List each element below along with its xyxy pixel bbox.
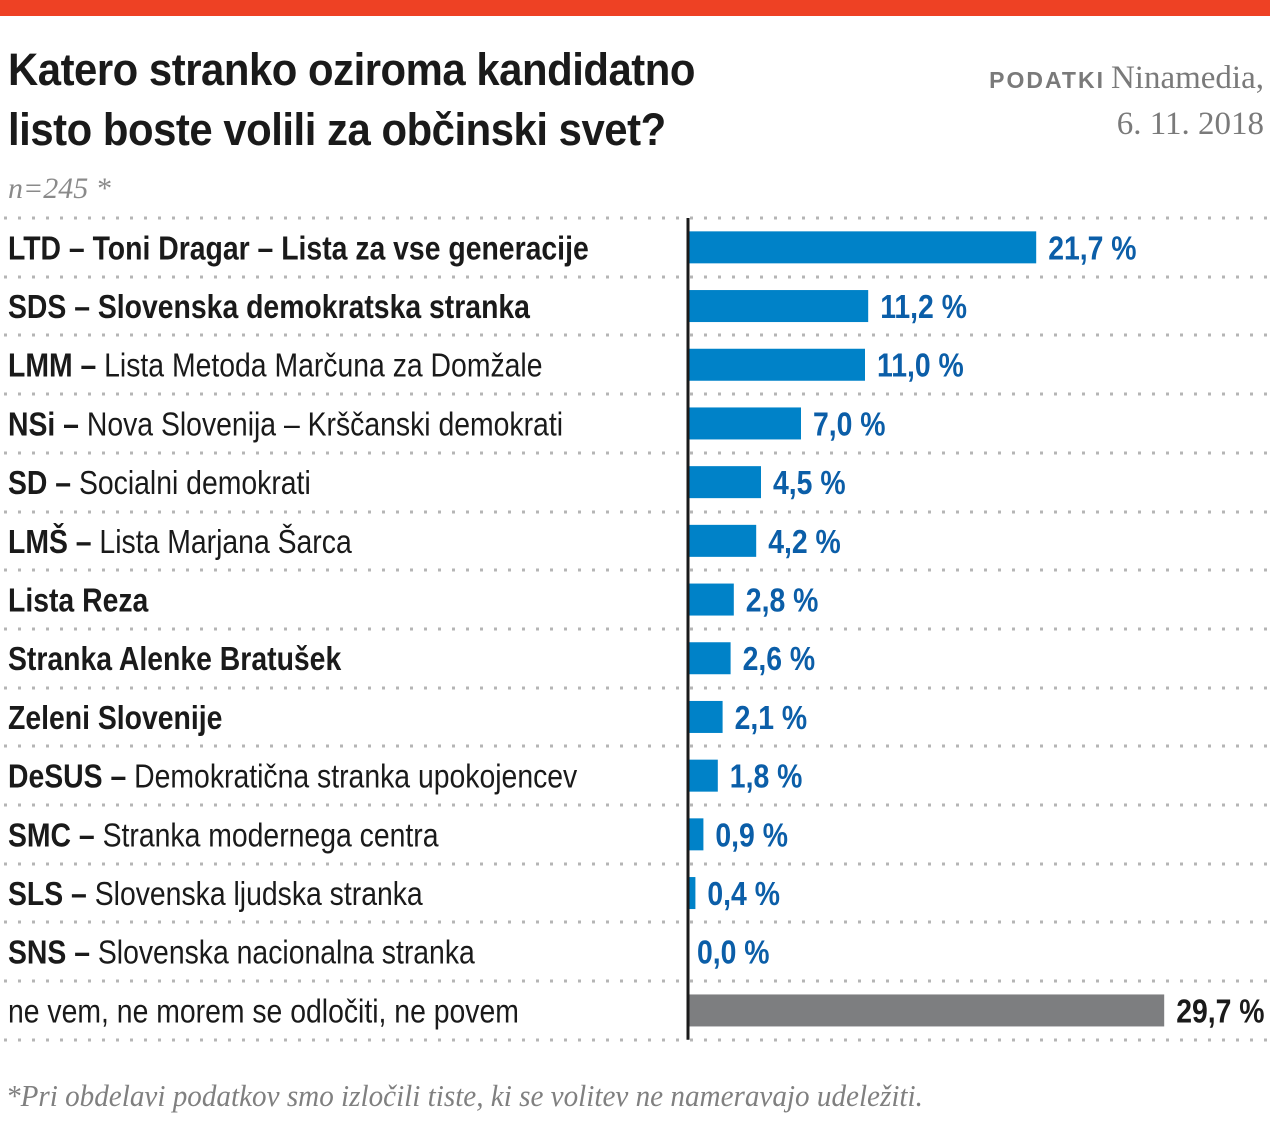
category-name: Nova Slovenija – Krščanski demokrati	[79, 405, 563, 443]
category-label: LMM – Lista Metoda Marčuna za Domžale	[8, 347, 543, 385]
bar	[689, 407, 801, 440]
category-abbreviation: LTD – Toni Dragar – Lista za vse generac…	[8, 229, 589, 267]
category-label: SLS – Slovenska ljudska stranka	[8, 875, 424, 913]
category-label: DeSUS – Demokratična stranka upokojencev	[8, 758, 578, 796]
value-label: 4,2 %	[768, 523, 841, 561]
category-label: NSi – Nova Slovenija – Krščanski demokra…	[8, 405, 563, 443]
value-label: 21,7 %	[1048, 229, 1136, 267]
category-label: SDS – Slovenska demokratska stranka	[8, 288, 531, 326]
category-abbreviation: LMŠ –	[8, 522, 92, 561]
source-name: Ninamedia,	[1110, 60, 1264, 96]
value-label: 0,0 %	[697, 934, 770, 972]
category-label: Stranka Alenke Bratušek	[8, 640, 342, 678]
source-date: 6. 11. 2018	[1116, 106, 1264, 142]
data-source: PODATKI Ninamedia, 6. 11. 2018	[989, 56, 1264, 146]
category-abbreviation: SDS – Slovenska demokratska stranka	[8, 288, 531, 326]
category-name: Demokratična stranka upokojencev	[126, 758, 578, 796]
value-label: 0,4 %	[707, 875, 780, 913]
category-name: Slovenska ljudska stranka	[87, 875, 424, 913]
category-abbreviation: Stranka Alenke Bratušek	[8, 640, 342, 678]
value-label: 11,0 %	[877, 347, 964, 385]
bar	[689, 290, 869, 323]
category-abbreviation: SD –	[8, 464, 71, 502]
category-name: Stranka modernega centra	[95, 816, 440, 854]
bar	[689, 994, 1165, 1027]
value-label: 2,8 %	[746, 582, 819, 620]
source-label: PODATKI	[989, 67, 1105, 93]
category-name: Socialni demokrati	[71, 464, 311, 502]
category-label: Lista Reza	[8, 582, 149, 620]
footnote: *Pri obdelavi podatkov smo izločili tist…	[6, 1078, 923, 1113]
chart-title: Katero stranko oziroma kandidatno listo …	[8, 40, 845, 160]
chart-title-line-1: Katero stranko oziroma kandidatno	[8, 44, 695, 95]
category-label: ne vem, ne morem se odločiti, ne povem	[8, 992, 519, 1030]
category-label: SD – Socialni demokrati	[8, 464, 311, 502]
chart-title-line-2: listo boste volili za občinski svet?	[8, 104, 666, 155]
category-abbreviation: Zeleni Slovenije	[8, 699, 222, 737]
category-abbreviation: LMM –	[8, 347, 96, 385]
bar	[689, 231, 1037, 264]
category-name: ne vem, ne morem se odločiti, ne povem	[8, 992, 519, 1030]
value-label: 4,5 %	[773, 464, 846, 502]
bar	[689, 466, 761, 499]
category-label: SMC – Stranka modernega centra	[8, 816, 439, 854]
bar	[689, 700, 723, 733]
category-label: SNS – Slovenska nacionalna stranka	[8, 934, 476, 972]
category-name: Lista Metoda Marčuna za Domžale	[96, 347, 542, 385]
value-label: 2,6 %	[743, 640, 816, 678]
category-abbreviation: SNS –	[8, 934, 90, 972]
category-name: Lista Marjana Šarca	[92, 523, 353, 561]
category-name: Slovenska nacionalna stranka	[90, 934, 476, 972]
value-label: 1,8 %	[730, 758, 803, 796]
sample-size: n=245 *	[8, 172, 111, 205]
value-label: 29,7 %	[1176, 992, 1264, 1030]
bar	[689, 524, 757, 557]
category-label: Zeleni Slovenije	[8, 699, 222, 737]
accent-top-bar	[0, 0, 1270, 16]
bar	[689, 818, 704, 851]
category-abbreviation: NSi –	[8, 405, 79, 443]
value-label: 11,2 %	[880, 288, 967, 326]
value-label: 7,0 %	[813, 405, 886, 443]
category-abbreviation: SMC –	[8, 816, 95, 854]
category-label: LMŠ – Lista Marjana Šarca	[8, 522, 353, 561]
bar	[689, 759, 718, 792]
bar	[689, 583, 734, 616]
value-label: 0,9 %	[715, 816, 788, 854]
bar	[689, 877, 696, 910]
category-abbreviation: SLS –	[8, 875, 87, 913]
value-label: 2,1 %	[735, 699, 808, 737]
category-label: LTD – Toni Dragar – Lista za vse generac…	[8, 229, 589, 267]
bar	[689, 348, 865, 381]
category-abbreviation: Lista Reza	[8, 582, 149, 620]
category-abbreviation: DeSUS –	[8, 758, 126, 796]
bar	[689, 642, 731, 675]
